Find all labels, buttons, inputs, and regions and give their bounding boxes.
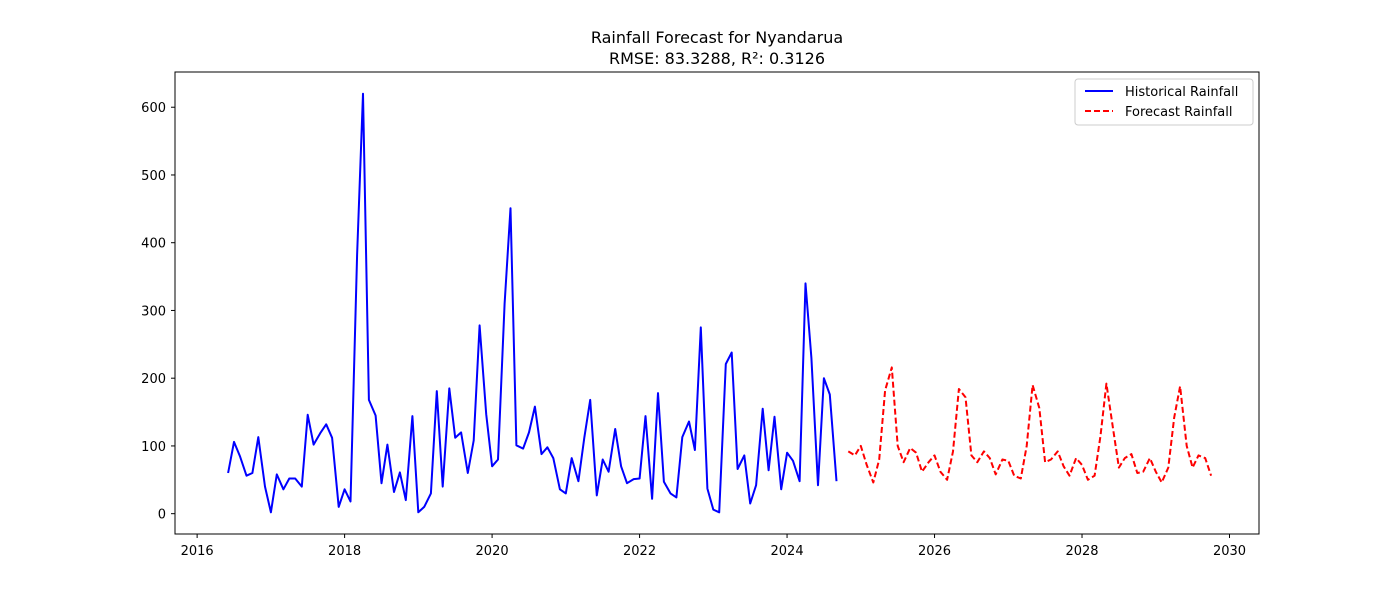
series-layer [227, 92, 1213, 514]
forecast-rainfall-line [847, 366, 1213, 484]
legend-box [1074, 78, 1254, 126]
legend-forecast-label: Forecast Rainfall [1125, 105, 1232, 120]
x-tick-label: 2026 [918, 544, 951, 559]
x-tick-label: 2016 [181, 544, 214, 559]
x-tick-label: 2024 [771, 544, 804, 559]
plot-area-frame [174, 71, 1260, 535]
historical-rainfall-line [227, 92, 838, 514]
y-axis-ticks: 0 100 200 300 400 500 600 [141, 101, 175, 523]
x-tick-label: 2030 [1213, 544, 1246, 559]
x-axis-ticks: 2016 2018 2020 2022 2024 2026 2028 2030 [181, 534, 1246, 559]
x-tick-label: 2018 [328, 544, 361, 559]
x-tick-label: 2020 [476, 544, 509, 559]
chart-title: Rainfall Forecast for Nyandarua [591, 28, 843, 47]
y-tick-label: 100 [141, 440, 166, 455]
y-tick-label: 300 [141, 304, 166, 319]
y-tick-label: 200 [141, 372, 166, 387]
y-tick-label: 400 [141, 237, 166, 252]
x-tick-label: 2028 [1065, 544, 1098, 559]
y-tick-label: 500 [141, 169, 166, 184]
legend: Historical Rainfall Forecast Rainfall [1074, 78, 1254, 126]
y-tick-label: 0 [158, 508, 166, 523]
x-tick-label: 2022 [623, 544, 656, 559]
chart-subtitle: RMSE: 83.3288, R²: 0.3126 [609, 49, 825, 68]
y-tick-label: 600 [141, 101, 166, 116]
legend-historical-label: Historical Rainfall [1125, 85, 1238, 100]
